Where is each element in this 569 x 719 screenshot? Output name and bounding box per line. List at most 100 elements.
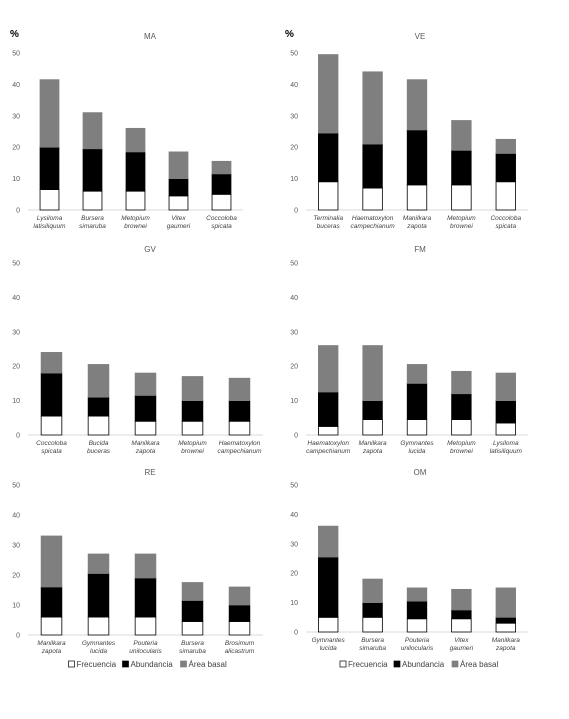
y-tick-label: 10 [290, 176, 298, 183]
bar-area-basal [362, 578, 383, 604]
bar-frecuencia [318, 181, 339, 211]
bar-area-basal [39, 79, 60, 148]
bar-frecuencia [228, 420, 251, 436]
bar-abundancia [134, 577, 157, 618]
y-tick-label: 20 [12, 573, 20, 580]
x-tick-label: Pouteria unilocularis [401, 637, 434, 652]
y-tick-label: 30 [12, 543, 20, 550]
x-tick-label: Haematoxylon campechianum [306, 440, 351, 455]
bar-abundancia [87, 573, 110, 618]
bar-frecuencia [125, 190, 146, 211]
y-tick-label: 10 [12, 398, 20, 405]
bar-abundancia [211, 173, 232, 195]
y-tick-label: 30 [290, 541, 298, 548]
x-tick-label: Haematoxylon campechianum [217, 440, 262, 455]
bar-frecuencia [406, 618, 428, 633]
bar-frecuencia [40, 616, 63, 636]
bar-area-basal [87, 553, 110, 574]
y-tick-label: 20 [12, 364, 20, 371]
bar-area-basal [211, 160, 232, 175]
y-tick-label: 10 [12, 176, 20, 183]
bar-frecuencia [495, 622, 516, 633]
bar-abundancia [495, 400, 516, 424]
bar-frecuencia [134, 616, 157, 636]
bar-area-basal [318, 525, 339, 558]
bar-frecuencia [181, 420, 204, 436]
x-tick-label: Bursera simaruba [79, 215, 106, 230]
bar-frecuencia [181, 621, 204, 636]
x-tick-label: Lysiloma latisiliquum [33, 215, 66, 230]
bar-frecuencia [134, 420, 157, 436]
chart-re: RE 0 10 20 30 40 50 Manilkara zapota Gymnantes luc… [12, 468, 263, 669]
y-tick-label: 0 [294, 208, 298, 215]
legend-label-area-basal: Área basal [189, 660, 227, 669]
y-tick-label: 40 [12, 295, 20, 302]
bar-abundancia [451, 393, 472, 420]
x-tick-label: Manilkara zapota [403, 215, 432, 230]
bar-frecuencia [362, 616, 383, 633]
bar-frecuencia [451, 184, 472, 211]
bar-frecuencia [87, 415, 110, 436]
bar-area-basal [495, 587, 516, 618]
bar-abundancia [451, 149, 472, 186]
bar-frecuencia [228, 621, 251, 636]
y-tick-label: 10 [290, 398, 298, 405]
x-tick-label: Gymnantes lucida [400, 440, 434, 455]
x-tick-label: Coccoloba spicata [36, 440, 67, 455]
bar-abundancia [40, 586, 63, 618]
x-tick-label: Manilkara zapota [37, 640, 66, 655]
x-tick-label: Gymnantes lucida [312, 637, 346, 652]
y-tick-label: 30 [12, 329, 20, 336]
bar-area-basal [228, 377, 251, 401]
x-tick-label: Lysiloma latisiliquum [490, 440, 523, 455]
bar-frecuencia [211, 193, 232, 211]
x-tick-label: Bursera simaruba [179, 640, 206, 655]
bar-area-basal [228, 586, 251, 606]
x-tick-label: Bursera simaruba [359, 637, 386, 652]
bar-abundancia [228, 400, 251, 422]
y-tick-label: 40 [12, 82, 20, 89]
x-tick-label: Metopium brownei [178, 440, 207, 455]
bar-area-basal [134, 553, 157, 579]
chart-ma: MA% 0 10 20 30 40 50 Lysiloma latisiliquum Burser… [10, 29, 243, 230]
bar-abundancia [87, 396, 110, 417]
chart-title: MA [144, 32, 157, 41]
bar-frecuencia [495, 422, 516, 436]
bar-abundancia [451, 609, 472, 620]
bar-frecuencia [495, 181, 516, 211]
x-tick-label: Bucida buceras [87, 440, 111, 455]
bar-area-basal [40, 352, 63, 374]
x-tick-label: Manilkara zapota [492, 637, 521, 652]
y-tick-label: 20 [290, 364, 298, 371]
legend-swatch-abundancia [122, 660, 129, 668]
bar-area-basal [495, 138, 516, 154]
y-tick-label: 50 [290, 261, 298, 268]
legend-label-frecuencia: Frecuencia [348, 660, 388, 669]
bar-abundancia [406, 382, 428, 420]
y-tick-label: 30 [290, 329, 298, 336]
chart-gv: GV 0 10 20 30 40 50 Coccoloba spicata Bucida bucer… [12, 245, 263, 455]
y-tick-label: 0 [16, 208, 20, 215]
bar-frecuencia [40, 415, 63, 436]
bar-abundancia [134, 395, 157, 422]
bar-area-basal [87, 364, 110, 398]
y-tick-label: 0 [16, 433, 20, 440]
y-tick-label: 40 [290, 512, 298, 519]
bar-frecuencia [406, 184, 428, 211]
bar-abundancia [168, 178, 189, 197]
legend: Frecuencia Abundancia Área basal [339, 660, 498, 669]
bar-abundancia [406, 129, 428, 186]
bar-abundancia [181, 400, 204, 422]
bar-abundancia [406, 600, 428, 620]
bar-abundancia [362, 602, 383, 618]
y-tick-label: 20 [290, 571, 298, 578]
bar-frecuencia [451, 419, 472, 436]
x-tick-label: Metopium brownei [447, 440, 476, 455]
chart-title: VE [415, 32, 426, 41]
bar-frecuencia [318, 616, 339, 633]
legend-label-area-basal: Área basal [460, 660, 498, 669]
y-tick-label: 0 [294, 433, 298, 440]
bar-frecuencia [318, 425, 339, 436]
bar-abundancia [40, 372, 63, 417]
